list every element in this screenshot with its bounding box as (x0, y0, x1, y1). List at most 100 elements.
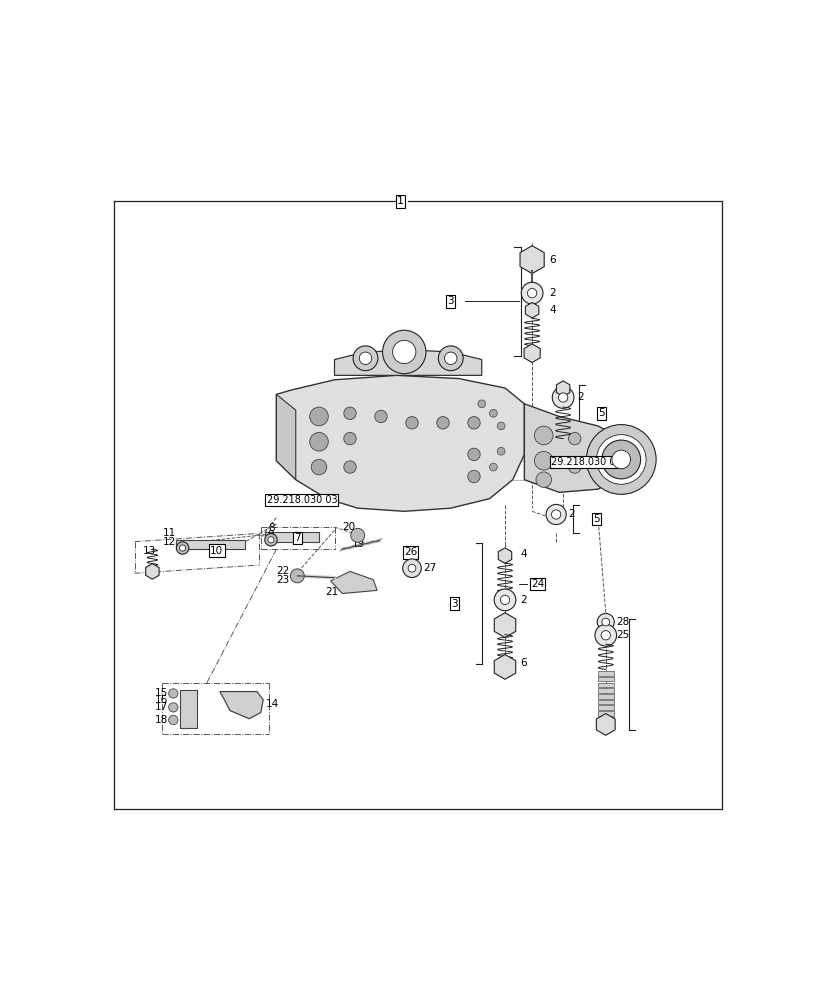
Text: 15: 15 (154, 688, 168, 698)
Circle shape (534, 451, 553, 470)
Text: 6: 6 (549, 255, 556, 265)
Text: 22: 22 (277, 566, 290, 576)
Text: 25: 25 (617, 630, 630, 640)
Circle shape (534, 426, 553, 445)
Polygon shape (494, 654, 516, 679)
FancyBboxPatch shape (598, 694, 614, 699)
Text: 27: 27 (424, 563, 437, 573)
Circle shape (546, 504, 566, 525)
FancyBboxPatch shape (598, 705, 614, 710)
Circle shape (445, 352, 457, 364)
Circle shape (344, 407, 357, 420)
Circle shape (180, 545, 186, 551)
Circle shape (569, 461, 581, 473)
FancyBboxPatch shape (598, 671, 614, 676)
Circle shape (490, 463, 497, 471)
Text: 23: 23 (277, 575, 290, 585)
Circle shape (408, 564, 416, 572)
Circle shape (478, 400, 486, 408)
Circle shape (264, 534, 277, 546)
Circle shape (602, 618, 610, 626)
Polygon shape (277, 375, 525, 511)
Circle shape (527, 288, 537, 298)
Polygon shape (526, 302, 539, 318)
Circle shape (468, 448, 480, 461)
Circle shape (569, 432, 581, 445)
Circle shape (438, 346, 463, 371)
Circle shape (497, 422, 505, 430)
Circle shape (558, 393, 568, 402)
Circle shape (497, 447, 505, 455)
Text: 4: 4 (521, 549, 527, 559)
Circle shape (268, 537, 274, 543)
Text: 11: 11 (162, 528, 175, 538)
Text: 26: 26 (404, 547, 417, 557)
Text: 10: 10 (211, 546, 224, 556)
Circle shape (587, 425, 656, 494)
Text: 29.218.030 03: 29.218.030 03 (267, 495, 337, 505)
Circle shape (437, 417, 449, 429)
Polygon shape (264, 532, 319, 542)
Text: 1: 1 (397, 196, 404, 206)
Circle shape (353, 346, 378, 371)
Circle shape (612, 450, 631, 469)
Polygon shape (335, 350, 481, 375)
Circle shape (597, 613, 614, 631)
Circle shape (521, 282, 543, 304)
Text: 8: 8 (268, 523, 274, 533)
Polygon shape (220, 692, 264, 719)
FancyBboxPatch shape (598, 688, 614, 693)
Circle shape (552, 510, 561, 519)
Text: 2: 2 (521, 595, 527, 605)
Circle shape (468, 417, 480, 429)
Circle shape (552, 387, 574, 408)
Text: 24: 24 (531, 579, 544, 589)
Text: 18: 18 (154, 715, 168, 725)
Text: 13: 13 (143, 546, 156, 556)
Text: 14: 14 (266, 699, 280, 709)
Text: 20: 20 (342, 522, 355, 532)
Circle shape (344, 461, 357, 473)
Text: 5: 5 (593, 514, 600, 524)
Circle shape (601, 631, 610, 640)
Circle shape (169, 703, 178, 712)
Circle shape (403, 559, 421, 578)
Text: 3: 3 (447, 296, 454, 306)
Text: 6: 6 (521, 658, 527, 668)
Circle shape (176, 542, 188, 554)
Circle shape (494, 589, 516, 611)
Text: 16: 16 (154, 695, 168, 705)
Text: 9: 9 (268, 530, 274, 540)
Circle shape (311, 459, 326, 475)
Text: 2: 2 (577, 392, 583, 402)
Polygon shape (525, 404, 621, 492)
Circle shape (375, 410, 388, 423)
Text: 7: 7 (294, 533, 300, 543)
Text: 12: 12 (162, 537, 175, 547)
Polygon shape (557, 381, 570, 396)
FancyBboxPatch shape (598, 683, 614, 687)
Circle shape (344, 432, 357, 445)
Circle shape (392, 340, 416, 364)
FancyBboxPatch shape (598, 711, 614, 716)
Polygon shape (175, 540, 246, 549)
Text: 3: 3 (451, 599, 458, 609)
FancyBboxPatch shape (180, 690, 197, 728)
Text: 5: 5 (599, 408, 605, 418)
Polygon shape (596, 714, 615, 735)
Circle shape (290, 569, 304, 583)
Circle shape (536, 472, 552, 487)
Circle shape (596, 435, 646, 484)
Circle shape (351, 528, 365, 542)
Polygon shape (330, 571, 377, 594)
Text: 2: 2 (549, 288, 556, 298)
Circle shape (595, 624, 617, 646)
Circle shape (310, 407, 328, 426)
Text: 2: 2 (569, 509, 575, 519)
FancyBboxPatch shape (598, 700, 614, 704)
Circle shape (602, 440, 641, 479)
Circle shape (359, 352, 372, 364)
Polygon shape (494, 613, 516, 638)
Polygon shape (520, 246, 544, 274)
Circle shape (383, 330, 426, 374)
